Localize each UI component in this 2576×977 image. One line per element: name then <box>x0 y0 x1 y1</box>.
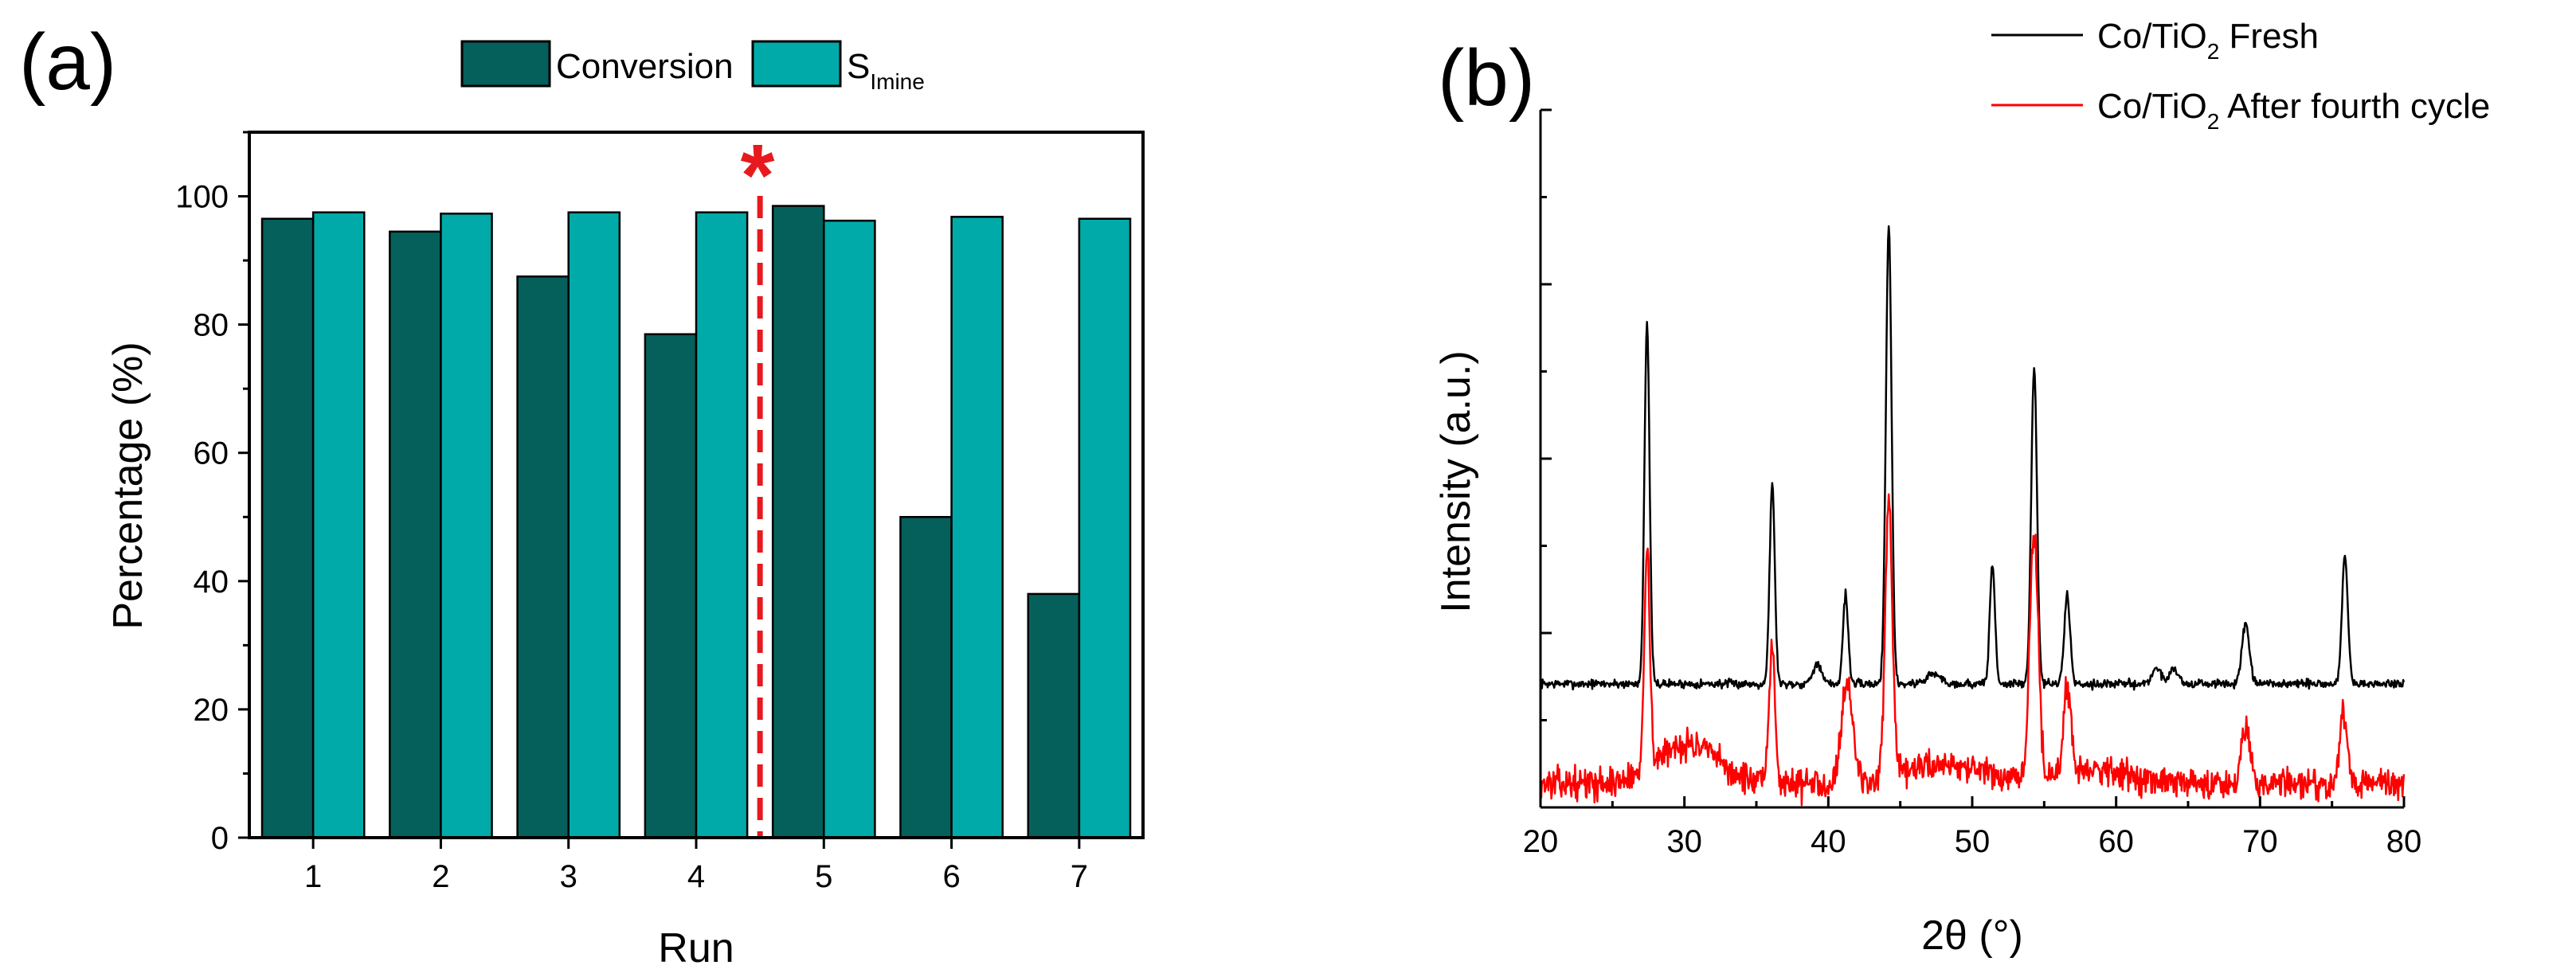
trace-after-fourth-cycle <box>1539 493 2406 807</box>
panel-a-axes: 0 20 40 60 80 100 1 2 3 4 5 6 7 <box>175 131 1088 894</box>
x-tick-label: 80 <box>2386 824 2422 859</box>
panel-b-y-title: Intensity (a.u.) <box>1433 350 1479 612</box>
panel-b-label: (b) <box>1438 33 1535 123</box>
bar-conversion-run-4 <box>644 333 698 839</box>
x-tick-label: 50 <box>1955 824 1991 859</box>
bar-conversion-run-2 <box>389 230 442 839</box>
x-tick-label: 3 <box>560 859 577 894</box>
x-tick-label: 4 <box>687 859 705 894</box>
x-tick-label: 1 <box>304 859 322 894</box>
y-tick-label: 80 <box>194 308 229 343</box>
bar-conversion-run-6 <box>899 516 953 839</box>
bar-selectivity-run-2 <box>440 213 493 839</box>
panel-b-traces <box>1539 225 2406 807</box>
x-tick-label: 7 <box>1071 859 1088 894</box>
bar-conversion-run-5 <box>771 205 825 839</box>
x-tick-label: 2 <box>432 859 449 894</box>
y-tick-label: 20 <box>194 693 229 728</box>
legend-label-after-cycle: Co/TiO2 After fourth cycle <box>2097 87 2490 134</box>
bar-selectivity-run-4 <box>695 211 749 839</box>
panel-a-x-title: Run <box>658 925 734 971</box>
bar-selectivity-run-5 <box>823 219 876 839</box>
bar-selectivity-run-3 <box>567 211 621 839</box>
x-tick-label: 30 <box>1666 824 1702 859</box>
panel-b-x-title: 2θ (°) <box>1921 913 2023 959</box>
bar-conversion-run-1 <box>260 217 315 839</box>
y-tick-label: 60 <box>194 436 229 471</box>
trace-fresh <box>1540 225 2406 691</box>
panel-b-ticks: 20 30 40 50 60 70 80 <box>1523 108 2422 859</box>
x-tick-label: 40 <box>1811 824 1846 859</box>
panel-b: (b) Co/TiO2 Fresh Co/TiO2 After fourth c… <box>1433 17 2490 959</box>
panel-b-legend: Co/TiO2 Fresh Co/TiO2 After fourth cycle <box>1991 17 2490 134</box>
legend-label-fresh: Co/TiO2 Fresh <box>2097 17 2319 64</box>
y-tick-label: 40 <box>194 565 229 600</box>
panel-a-y-title: Percentage (%) <box>105 342 151 629</box>
x-tick-label: 6 <box>942 859 960 894</box>
y-tick-label: 100 <box>175 180 229 215</box>
panel-a-bars <box>260 205 1132 839</box>
panel-a: (a) Conversion SImine * 0 20 40 60 80 100 1 2 3 4… <box>19 18 1145 971</box>
legend-label-selectivity: SImine <box>847 47 925 94</box>
legend-swatch-conversion <box>460 40 551 88</box>
x-tick-label: 60 <box>2098 824 2134 859</box>
annotation-star: * <box>741 127 775 225</box>
legend-swatch-selectivity <box>751 40 842 88</box>
bar-selectivity-run-6 <box>950 216 1004 839</box>
bar-conversion-run-3 <box>516 275 570 839</box>
bar-selectivity-run-7 <box>1078 217 1132 839</box>
bar-conversion-run-7 <box>1027 592 1081 839</box>
x-tick-label: 20 <box>1523 824 1559 859</box>
panel-a-legend: Conversion SImine <box>460 40 925 94</box>
legend-label-conversion: Conversion <box>556 47 734 86</box>
bar-selectivity-run-1 <box>311 211 366 839</box>
panel-a-label: (a) <box>19 18 116 107</box>
x-tick-label: 70 <box>2242 824 2278 859</box>
y-tick-label: 0 <box>211 821 229 856</box>
x-tick-label: 5 <box>815 859 832 894</box>
